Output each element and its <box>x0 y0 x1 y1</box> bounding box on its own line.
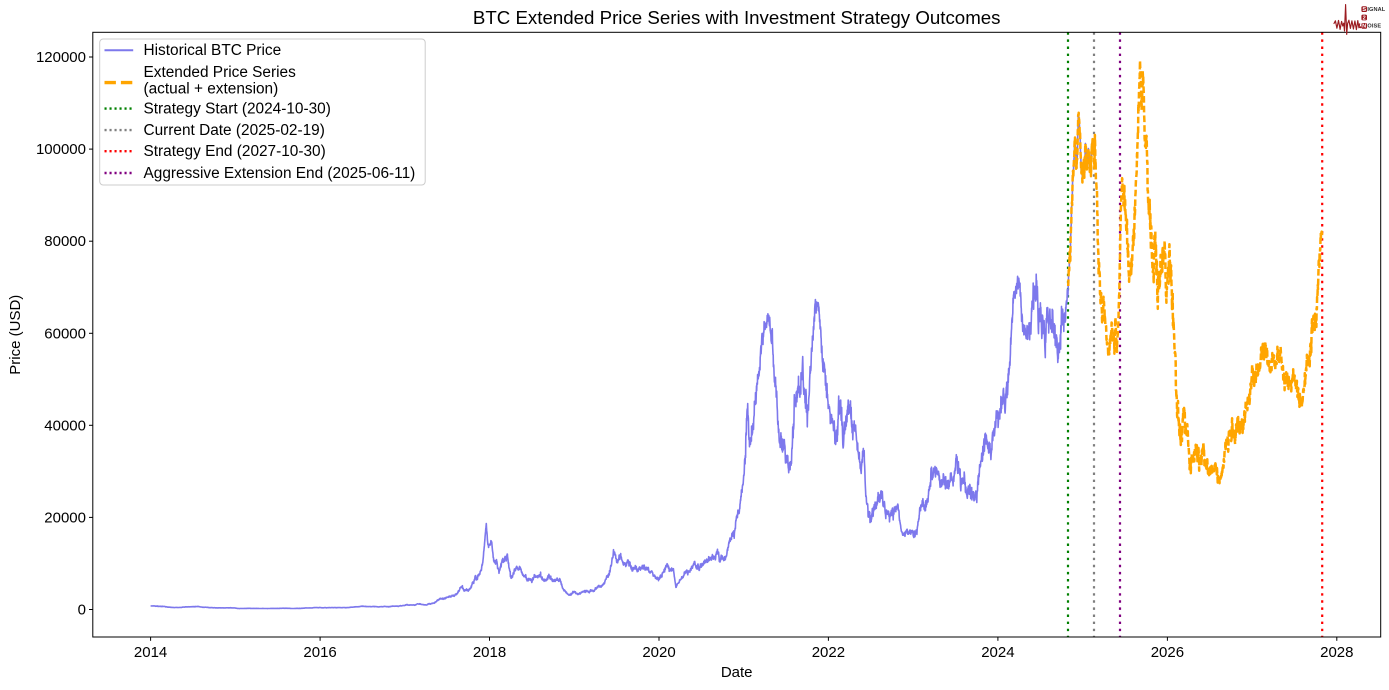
svg-text:Price (USD): Price (USD) <box>7 295 24 375</box>
svg-text:N: N <box>1362 24 1366 30</box>
svg-text:2014: 2014 <box>134 644 167 661</box>
svg-text:Strategy End (2027-10-30): Strategy End (2027-10-30) <box>144 143 326 160</box>
svg-text:120000: 120000 <box>36 49 86 66</box>
svg-text:0: 0 <box>78 602 86 619</box>
svg-text:Strategy Start (2024-10-30): Strategy Start (2024-10-30) <box>144 100 331 117</box>
svg-text:2020: 2020 <box>642 644 675 661</box>
svg-text:40000: 40000 <box>44 417 86 434</box>
svg-text:BTC Extended Price Series with: BTC Extended Price Series with Investmen… <box>473 7 1001 28</box>
svg-text:2018: 2018 <box>473 644 506 661</box>
svg-text:OISE: OISE <box>1367 24 1381 30</box>
svg-text:100000: 100000 <box>36 141 86 158</box>
svg-text:80000: 80000 <box>44 233 86 250</box>
svg-text:2: 2 <box>1363 15 1366 21</box>
svg-text:Historical BTC Price: Historical BTC Price <box>144 42 282 59</box>
svg-text:2022: 2022 <box>812 644 845 661</box>
svg-text:(actual + extension): (actual + extension) <box>144 80 279 97</box>
svg-text:S: S <box>1362 7 1366 13</box>
svg-text:Current Date (2025-02-19): Current Date (2025-02-19) <box>144 122 325 139</box>
svg-text:Extended Price Series: Extended Price Series <box>144 64 297 81</box>
svg-text:Date: Date <box>721 664 753 681</box>
svg-text:2016: 2016 <box>303 644 336 661</box>
svg-text:Aggressive Extension End (2025: Aggressive Extension End (2025-06-11) <box>144 165 416 182</box>
svg-text:IGNAL: IGNAL <box>1367 7 1385 13</box>
svg-text:20000: 20000 <box>44 509 86 526</box>
svg-text:2024: 2024 <box>981 644 1014 661</box>
svg-text:60000: 60000 <box>44 325 86 342</box>
svg-text:2028: 2028 <box>1320 644 1353 661</box>
svg-text:2026: 2026 <box>1151 644 1184 661</box>
